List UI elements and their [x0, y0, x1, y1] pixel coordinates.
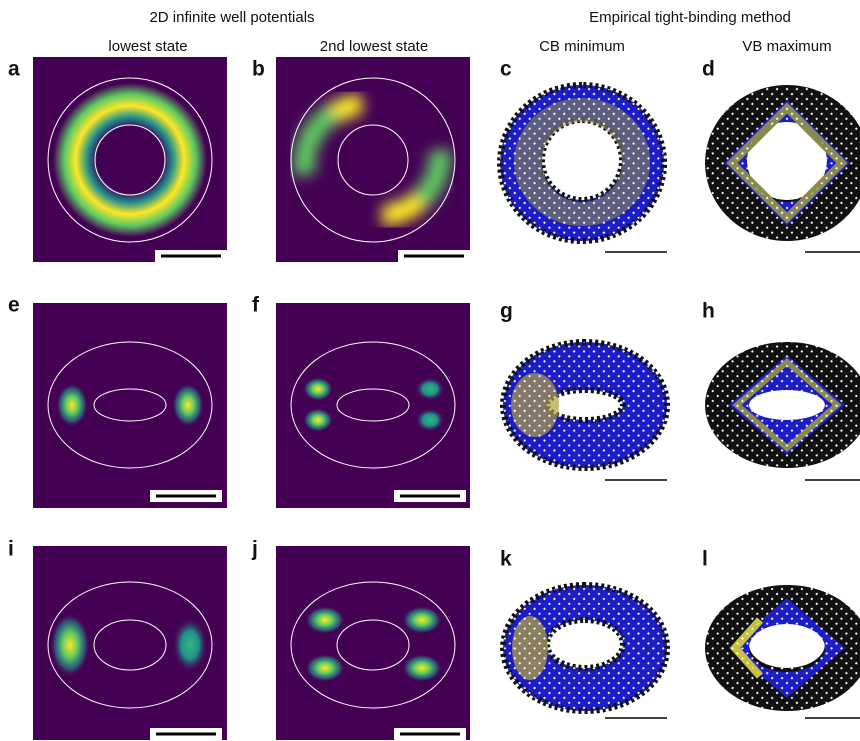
panel-l — [705, 585, 860, 718]
column-label: 2nd lowest state — [320, 38, 428, 55]
panel-letter: a — [8, 58, 20, 81]
panel-letter: j — [251, 538, 258, 561]
panel-c — [500, 85, 667, 252]
panel-letter: f — [252, 294, 260, 317]
panel-f — [276, 303, 470, 508]
panel-letter: i — [8, 538, 14, 561]
panel-letter: c — [500, 58, 512, 81]
column-label: lowest state — [108, 38, 187, 55]
left-title: 2D infinite well potentials — [149, 9, 314, 26]
panel-j — [276, 546, 470, 740]
panel-letter: b — [252, 58, 265, 81]
panel-letter: h — [702, 300, 715, 323]
panel-e — [33, 303, 227, 508]
panel-letter: g — [500, 300, 513, 323]
panel-h — [705, 342, 860, 480]
panel-letter: e — [8, 294, 20, 317]
panel-letter: k — [500, 548, 512, 571]
panel-letter: d — [702, 58, 715, 81]
headers: 2D infinite well potentials Empirical ti… — [108, 9, 831, 55]
panel-b — [276, 57, 470, 262]
panel-letter: l — [702, 548, 708, 571]
panel-k — [503, 585, 667, 718]
right-title: Empirical tight-binding method — [589, 9, 791, 26]
panel-a — [33, 57, 227, 262]
column-label: CB minimum — [539, 38, 625, 55]
figure: 2D infinite well potentials Empirical ti… — [0, 0, 860, 741]
panel-g — [503, 342, 667, 480]
panel-i — [33, 546, 227, 740]
column-label: VB maximum — [742, 38, 831, 55]
panel-d — [705, 85, 860, 252]
